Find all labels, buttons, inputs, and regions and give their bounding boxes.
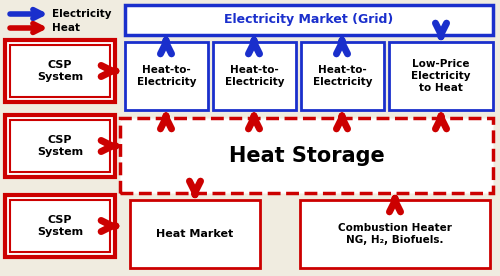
Text: Electricity: Electricity <box>52 9 112 19</box>
Bar <box>120 118 493 193</box>
Text: CSP
System: CSP System <box>37 60 83 82</box>
Bar <box>10 45 110 97</box>
Text: Combustion Heater
NG, H₂, Biofuels.: Combustion Heater NG, H₂, Biofuels. <box>338 223 452 245</box>
Bar <box>10 200 110 252</box>
Text: Heat-to-
Electricity: Heat-to- Electricity <box>225 65 284 87</box>
Bar <box>5 115 115 177</box>
Bar <box>125 5 493 35</box>
Text: Heat Market: Heat Market <box>156 229 234 239</box>
Bar <box>5 40 115 102</box>
Text: Heat Storage: Heat Storage <box>228 145 384 166</box>
Bar <box>130 200 260 268</box>
Bar <box>125 42 208 110</box>
Text: CSP
System: CSP System <box>37 135 83 157</box>
Bar <box>10 120 110 172</box>
Text: Electricity Market (Grid): Electricity Market (Grid) <box>224 14 394 26</box>
Bar <box>389 42 493 110</box>
Text: Heat: Heat <box>52 23 80 33</box>
Bar <box>300 200 490 268</box>
Bar <box>213 42 296 110</box>
Bar <box>301 42 384 110</box>
Text: Low-Price
Electricity
to Heat: Low-Price Electricity to Heat <box>411 59 471 93</box>
Text: Heat-to-
Electricity: Heat-to- Electricity <box>137 65 196 87</box>
Text: CSP
System: CSP System <box>37 215 83 237</box>
Bar <box>5 195 115 257</box>
Text: Heat-to-
Electricity: Heat-to- Electricity <box>313 65 372 87</box>
